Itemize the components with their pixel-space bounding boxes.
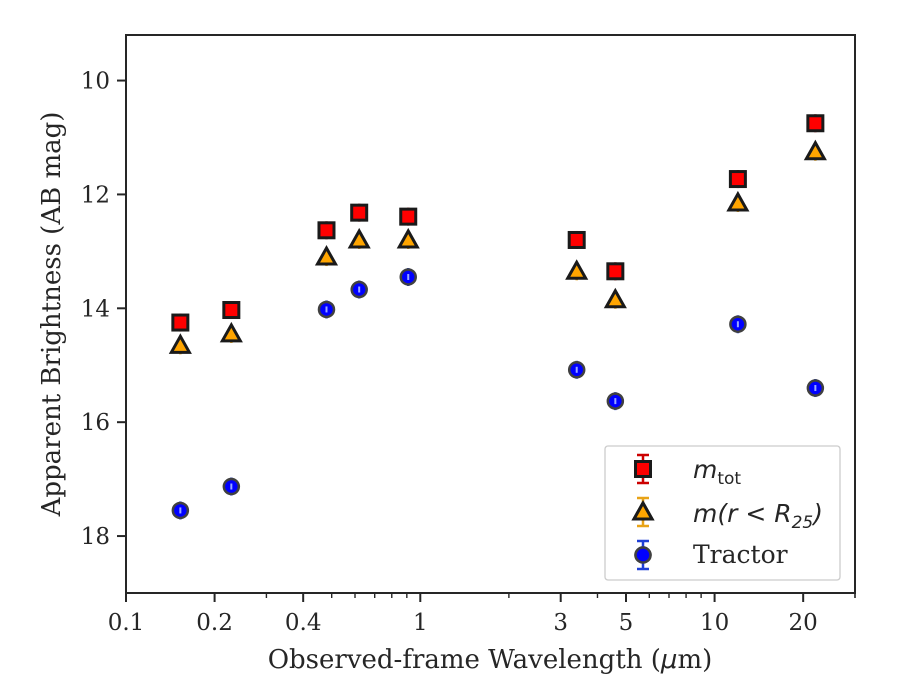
x-tick-label: 1 [413,610,428,636]
m-tot-point [350,203,369,222]
m-tot-point [222,301,241,320]
x-axis-title: Observed-frame Wavelength (μm) [268,645,713,675]
legend-frame [604,445,841,581]
m-r25-point [565,259,589,280]
m-tot-point [317,221,336,240]
m-tot-point [728,170,747,189]
y-tick-label: 16 [81,410,110,436]
y-tick-label: 18 [81,524,110,550]
x-axis-ticks: 0.1 0.2 0.4 1 3 5 10 20 [108,593,856,636]
m-tot-point [171,313,190,332]
data-markers [168,114,827,520]
legend-label-m-tot: mtot [693,455,741,489]
m-r25-point [347,227,371,249]
legend-triangle [631,499,655,521]
m-tot-point [806,114,825,133]
m-r25-point [803,139,827,161]
y-axis-ticks: 10 12 14 16 18 [81,69,126,550]
m-tot-point [567,230,586,249]
legend-markers [631,453,655,571]
m-r25-point [396,227,420,249]
m-tot-point [606,262,625,281]
x-tick-label: 0.2 [196,610,233,636]
legend-label-m-r25: m(r < R25) [693,499,823,533]
legend-marker-overlay [631,460,655,564]
legend-square [634,460,652,478]
m-tot-point [399,207,418,226]
legend-label-tractor: Tractor [693,540,788,569]
legend-circle [634,546,652,564]
m-r25-point [168,333,192,354]
y-tick-label: 12 [81,182,110,208]
x-tick-label: 3 [553,610,568,636]
y-tick-label: 14 [81,296,110,322]
m-r25-point [314,245,339,266]
m-r25-point [219,321,243,343]
x-tick-label: 0.4 [285,610,322,636]
x-tick-label: 5 [619,610,634,636]
legend: mtot m(r < R25) Tractor [604,445,841,581]
y-tick-label: 10 [81,69,110,95]
m-r25-point [726,190,750,212]
y-axis-title: Apparent Brightness (AB mag) [37,112,67,518]
x-tick-label: 0.1 [108,610,145,636]
x-tick-label: 20 [789,610,818,636]
m-r25-point [603,287,627,309]
x-tick-label: 10 [700,610,729,636]
